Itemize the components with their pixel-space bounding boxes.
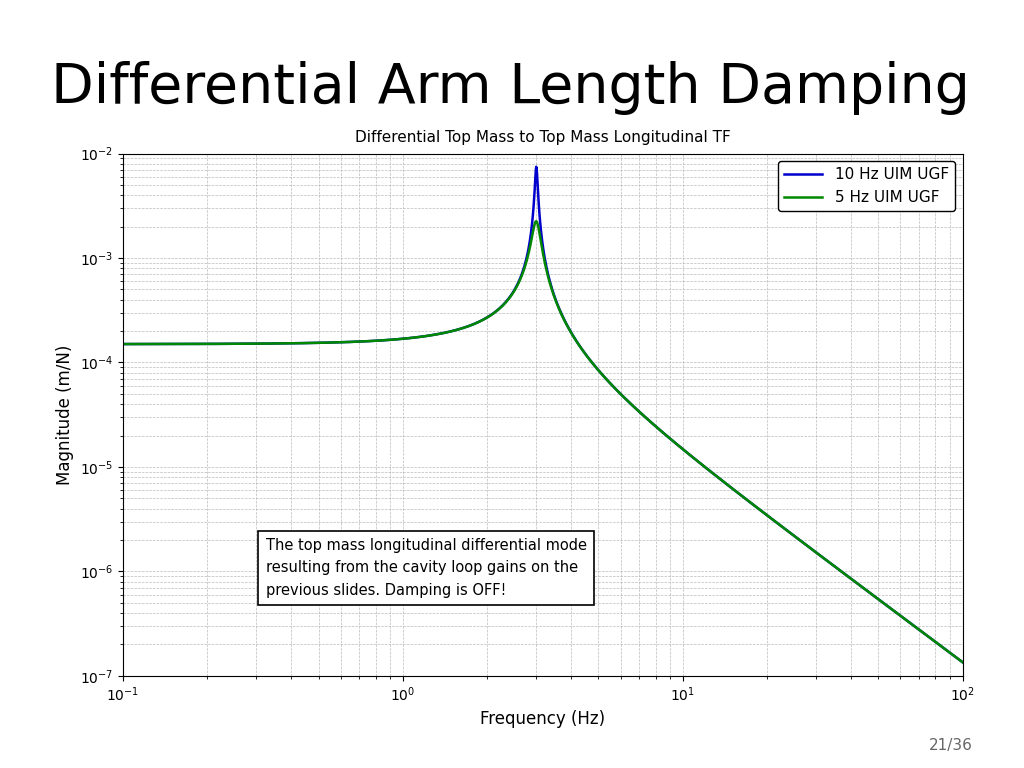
Text: Differential Arm Length Damping: Differential Arm Length Damping (51, 61, 970, 115)
10 Hz UIM UGF (530, 162, 543, 171)
10 Hz UIM UGF (525, 227, 538, 236)
5 Hz UIM UGF (956, 657, 969, 667)
10 Hz UIM UGF (160, 339, 172, 349)
5 Hz UIM UGF (503, 294, 515, 303)
Y-axis label: Magnitude (m/N): Magnitude (m/N) (56, 345, 74, 485)
10 Hz UIM UGF (932, 640, 944, 649)
5 Hz UIM UGF (933, 640, 945, 649)
Title: Differential Top Mass to Top Mass Longitudinal TF: Differential Top Mass to Top Mass Longit… (355, 131, 730, 145)
5 Hz UIM UGF (117, 339, 129, 349)
5 Hz UIM UGF (530, 217, 543, 226)
Text: 21/36: 21/36 (929, 737, 973, 753)
10 Hz UIM UGF (117, 339, 129, 349)
10 Hz UIM UGF (956, 657, 969, 667)
5 Hz UIM UGF (160, 339, 172, 349)
Line: 10 Hz UIM UGF: 10 Hz UIM UGF (123, 167, 963, 662)
5 Hz UIM UGF (525, 237, 538, 246)
10 Hz UIM UGF (778, 524, 791, 533)
Legend: 10 Hz UIM UGF, 5 Hz UIM UGF: 10 Hz UIM UGF, 5 Hz UIM UGF (778, 161, 955, 211)
5 Hz UIM UGF (932, 640, 944, 649)
Line: 5 Hz UIM UGF: 5 Hz UIM UGF (123, 221, 963, 662)
X-axis label: Frequency (Hz): Frequency (Hz) (480, 710, 605, 728)
10 Hz UIM UGF (933, 640, 945, 649)
Text: The top mass longitudinal differential mode
resulting from the cavity loop gains: The top mass longitudinal differential m… (265, 538, 587, 598)
10 Hz UIM UGF (503, 293, 515, 303)
5 Hz UIM UGF (778, 524, 791, 533)
